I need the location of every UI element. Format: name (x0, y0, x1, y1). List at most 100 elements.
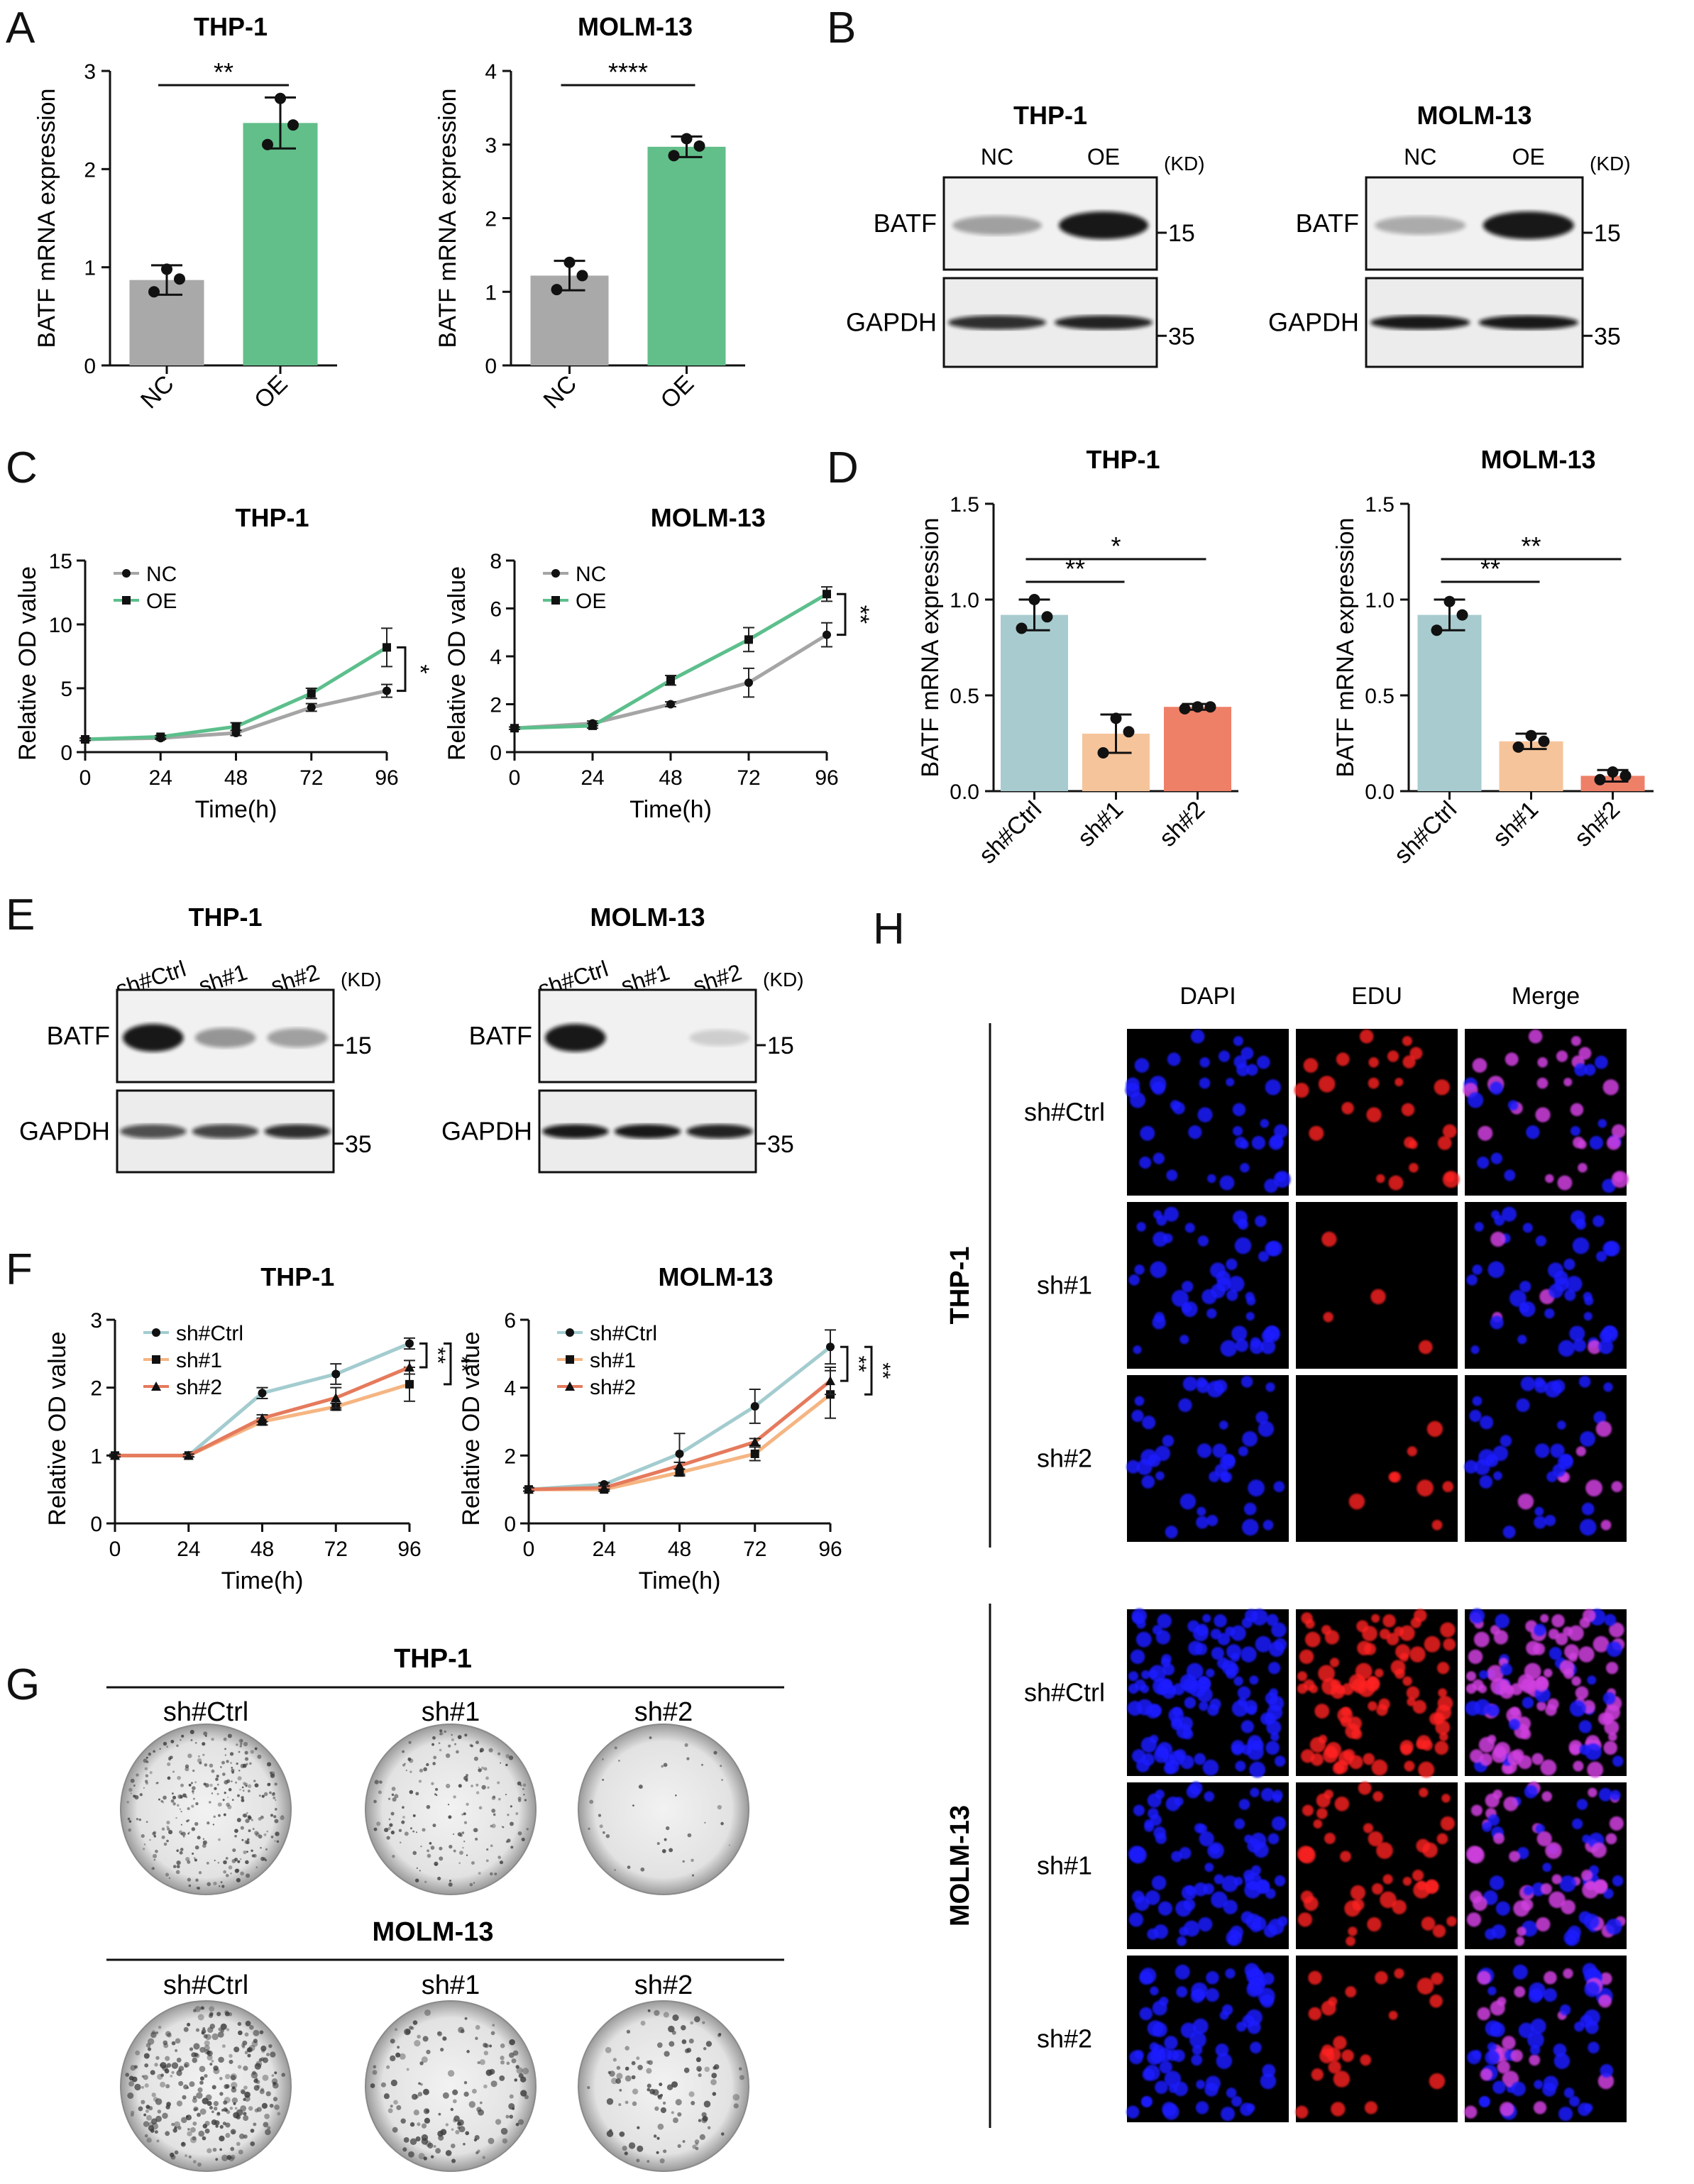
colony-dot (418, 2082, 421, 2085)
nucleus (1487, 1261, 1505, 1279)
nucleus (1301, 1749, 1315, 1763)
nucleus (1470, 1749, 1484, 1763)
nucleus (1271, 1622, 1287, 1638)
colony-dot (491, 1824, 496, 1829)
colony-dot (526, 1828, 529, 1831)
nucleus (1197, 1824, 1208, 1834)
colony-dot (209, 2063, 213, 2066)
nucleus (1572, 1237, 1590, 1254)
colony-dot (412, 1830, 415, 1833)
x-tick-label: sh#1 (1072, 796, 1128, 852)
colony-dot (143, 1843, 146, 1846)
nucleus (1477, 1970, 1491, 1985)
colony-dot (166, 2063, 172, 2068)
colony-dot (478, 2109, 484, 2116)
series-line-sh#2 (115, 1365, 410, 1457)
colony-dot (616, 2073, 623, 2080)
nucleus (1340, 1851, 1351, 1863)
colony-dot (683, 2067, 690, 2073)
colony-dot (157, 2109, 162, 2114)
nucleus (1571, 1210, 1585, 1225)
colony-dot (127, 1817, 131, 1821)
x-tick-label: 24 (581, 766, 604, 790)
nucleus (1524, 1785, 1538, 1799)
nucleus (1399, 1625, 1415, 1641)
nucleus (1534, 2080, 1544, 2090)
nucleus (1260, 1994, 1274, 2008)
nucleus (1157, 1901, 1172, 1916)
colony-dot (599, 1824, 603, 1829)
colony-dot (273, 1815, 277, 1819)
nucleus (1595, 1251, 1607, 1262)
colony-dot (429, 1842, 432, 1845)
edu-row-label: sh#2 (1037, 2024, 1092, 2053)
colony-dot (390, 2105, 393, 2108)
marker-square (588, 721, 597, 730)
colony-dot (447, 2070, 455, 2077)
colony-dot (659, 2083, 663, 2087)
colony-dot (628, 2142, 636, 2149)
lane-label: OE (1087, 144, 1120, 170)
colony-dot (718, 2033, 722, 2036)
colony-dot (204, 2074, 208, 2078)
colony-dot (711, 2073, 717, 2079)
nucleus (1413, 1881, 1431, 1899)
x-tick-label: 0 (79, 766, 92, 790)
colony-dot (244, 1750, 248, 1755)
colony-dot (192, 2057, 198, 2063)
colony-dot (143, 2053, 150, 2059)
nucleus (1558, 1340, 1575, 1357)
colony-dot (197, 2112, 201, 2117)
colony-dot (159, 2063, 163, 2067)
nucleus (1182, 1377, 1198, 1391)
nucleus (1274, 1755, 1286, 1767)
nucleus (1434, 1713, 1445, 1724)
nucleus (1402, 1036, 1412, 1047)
colony-dot (434, 1793, 436, 1796)
nucleus (1544, 1380, 1562, 1398)
colony-dot (432, 1762, 436, 1765)
colony-dot (152, 1831, 156, 1836)
nucleus (1581, 1869, 1593, 1882)
colony-dot (482, 2156, 485, 2159)
colony-dot (456, 1750, 459, 1754)
colony-dot (494, 1873, 497, 1876)
nucleus (1233, 1125, 1243, 1136)
colony-dot (253, 1780, 256, 1782)
colony-dot (438, 2112, 441, 2116)
data-point (287, 119, 299, 131)
nucleus (1241, 1744, 1253, 1755)
colony-dot (223, 1813, 226, 1816)
colony-dot (144, 1780, 148, 1783)
colony-dot (236, 1877, 241, 1882)
colony-dot (671, 2111, 674, 2114)
colony-dot (414, 2039, 421, 2047)
colony-dot (143, 2113, 147, 2117)
colony-dot (508, 1755, 514, 1760)
colony-dot (721, 1779, 723, 1781)
nucleus (1527, 2031, 1544, 2048)
colony-dot (197, 1887, 201, 1890)
significance-bracket (419, 1342, 428, 1369)
x-tick-label: sh#2 (1154, 796, 1210, 852)
colony-dot (170, 1799, 175, 1803)
legend-label: NC (576, 563, 606, 586)
nucleus (1182, 1281, 1194, 1293)
nucleus (1429, 1994, 1443, 2008)
colony-dot (675, 1794, 677, 1797)
nucleus (1246, 2103, 1255, 2112)
nucleus (1273, 1171, 1291, 1188)
nucleus (1270, 1732, 1280, 1742)
colony-dot (418, 1780, 422, 1783)
nucleus (1492, 1789, 1502, 1799)
nucleus (1548, 1628, 1559, 1640)
nucleus (1583, 1914, 1600, 1929)
colony-dot (637, 2145, 644, 2152)
colony-dot (230, 2129, 236, 2135)
colony-dot (188, 2155, 192, 2158)
nucleus (1179, 1335, 1189, 1345)
nucleus (1563, 1258, 1575, 1270)
nucleus (1490, 2000, 1505, 2016)
nucleus (1152, 2022, 1167, 2038)
